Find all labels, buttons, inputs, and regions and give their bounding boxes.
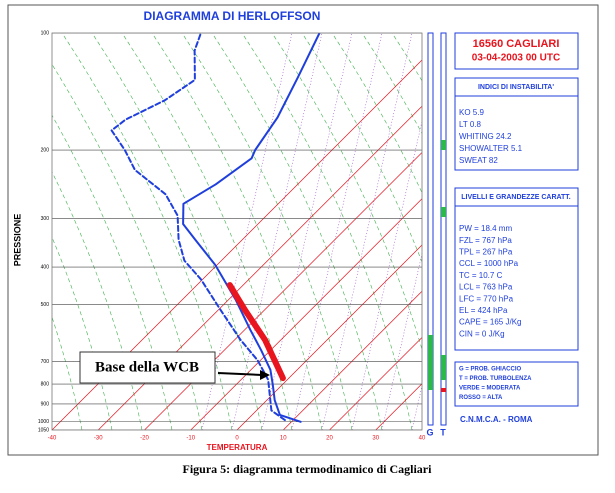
y-tick-label: 200 [41,147,50,153]
y-axis-label: PRESSIONE [12,214,22,267]
legend-item: VERDE = MODERATA [459,386,521,392]
adiabat [52,63,203,430]
index-item: SHOWALTER 5.1 [459,144,523,153]
mixing-line [201,33,293,430]
y-tick-label: 300 [41,216,50,222]
index-item: SWEAT 82 [459,156,498,165]
station: 16560 CAGLIARI [473,38,560,50]
indices-title: INDICI DI INSTABILITA' [478,84,554,91]
adiabat [181,33,353,430]
legend-item: T = PROB. TURBOLENZA [459,376,532,382]
adiabat [331,33,422,194]
isotherm [329,337,422,430]
bar-label: T [440,427,446,437]
y-tick-label: 1000 [38,419,49,425]
bar-segment [441,140,446,150]
x-tick-label: 30 [372,436,379,442]
x-tick-label: -20 [140,436,149,442]
adiabat [91,33,263,430]
plot-border [51,32,423,431]
bar-segment [441,207,446,217]
index-item: WHITING 24.2 [459,132,512,141]
chart-title: DIAGRAMMA DI HERLOFFSON [144,9,321,23]
mixing-line [261,33,353,430]
isotherm [283,290,422,430]
isotherm [236,244,422,430]
x-tick-label: 10 [280,436,287,442]
y-tick-label: 400 [41,264,50,270]
level-item: EL = 424 hPa [459,306,508,315]
levels-title: LIVELLI E GRANDEZZE CARATT. [461,194,571,201]
ice-bar [427,32,434,426]
y-tick-label: 800 [41,381,50,387]
level-item: CIN = 0 J/Kg [459,329,505,338]
adiabat [301,33,422,263]
date: 03-04-2003 00 UTC [472,53,560,64]
y-tick-label: 100 [41,30,50,36]
arrow-head [260,370,270,380]
x-tick-label: 40 [419,436,426,442]
arrow-shaft [217,372,263,376]
turb-bar [440,32,447,426]
y-tick-label: 500 [41,302,50,308]
legend-item: G = PROB. GHIACCIO [459,367,522,373]
bar-segment [441,388,446,392]
level-item: TPL = 267 hPa [459,248,513,257]
x-tick-label: -10 [186,436,195,442]
level-item: PW = 18.4 mm [459,224,512,233]
level-item: LCL = 763 hPa [459,283,513,292]
adiabat [241,33,413,430]
adiabat [271,33,422,351]
mixing-line [321,33,413,430]
indices-box [454,77,579,171]
adiabat [121,33,293,430]
index-item: LT 0.8 [459,120,481,129]
level-item: LFC = 770 hPa [459,294,514,303]
legend-box [454,361,579,407]
profile-line [182,33,321,423]
mixing-line [231,33,323,430]
source: C.N.M.C.A. - ROMA [460,415,533,424]
annotation-box [79,351,216,384]
y-tick-label: 900 [41,401,50,407]
bar-label: G [426,427,433,437]
index-item: KO 5.9 [459,108,484,117]
y-tick-label: 1050 [38,427,49,433]
caption: Figura 5: diagramma termodinamico di Cag… [183,462,433,476]
level-item: FZL = 767 hPa [459,236,512,245]
bar-segment [441,355,446,380]
legend-item: ROSSO = ALTA [459,395,503,401]
mixing-line [291,33,383,430]
level-item: TC = 10.7 C [459,271,503,280]
y-tick-label: 700 [41,359,50,365]
bar-segment [428,335,433,390]
x-axis-label: TEMPERATURA [207,443,268,452]
isotherm [190,198,422,430]
station-box [454,32,579,70]
level-item: CAPE = 165 J/Kg [459,318,521,327]
x-tick-label: 0 [235,436,239,442]
annotation: Base della WCB [95,359,199,375]
x-tick-label: -30 [94,436,103,442]
levels-box [454,187,579,351]
parcel-curve [226,282,286,382]
adiabat [61,33,233,430]
level-item: CCL = 1000 hPa [459,259,519,268]
x-tick-label: -40 [48,436,57,442]
adiabat [211,33,383,430]
x-tick-label: 20 [326,436,333,442]
